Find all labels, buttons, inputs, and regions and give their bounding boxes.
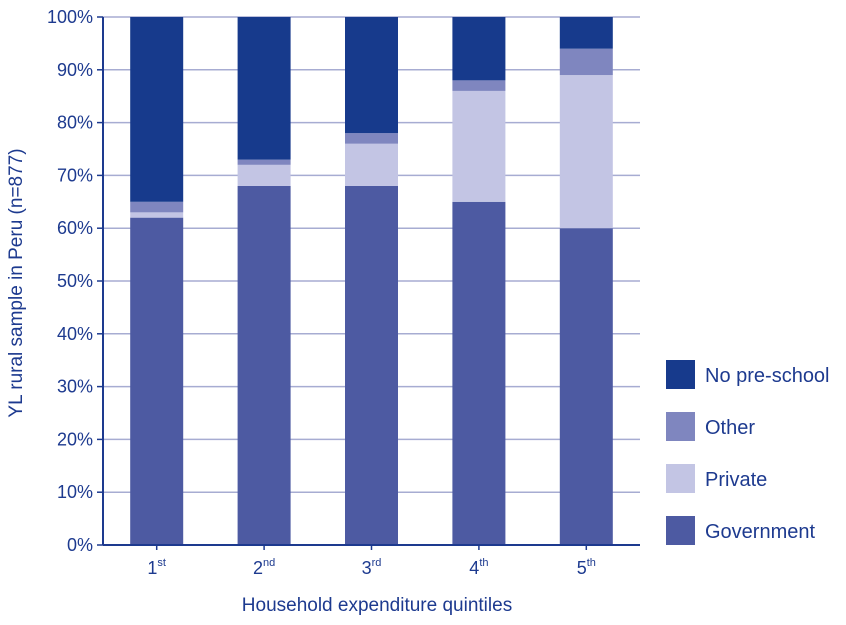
y-tick-label: 30% <box>57 377 93 397</box>
y-tick-label: 0% <box>67 535 93 555</box>
legend-label: Other <box>705 417 755 439</box>
y-tick-label: 100% <box>47 7 93 27</box>
x-tick-label: 5th <box>577 557 596 578</box>
bar-segment-other <box>452 80 506 91</box>
bar-segment-other <box>237 159 291 165</box>
legend-label: No pre-school <box>705 365 830 387</box>
bars <box>130 17 613 546</box>
legend-label: Private <box>705 469 767 491</box>
bar-segment-other <box>130 201 184 213</box>
legend: No pre-school Other Private Government <box>666 360 830 545</box>
bar-segment-other <box>559 48 613 76</box>
bar-segment-private <box>130 212 184 218</box>
bar-segment-private <box>237 164 291 186</box>
y-tick-label: 50% <box>57 271 93 291</box>
y-tick-labels: 0% 10% 20% 30% 40% 50% 60% 70% 80% 90% 100% <box>47 7 93 555</box>
y-tick-label: 40% <box>57 324 93 344</box>
x-tick-label: 2nd <box>253 557 275 578</box>
bar-segment-private <box>452 90 506 202</box>
bar-segment-no-pre-school <box>237 17 291 160</box>
y-tick-label: 90% <box>57 60 93 80</box>
legend-swatch <box>666 360 695 389</box>
bar-segment-government <box>345 185 398 545</box>
y-tick-label: 70% <box>57 165 93 185</box>
bar-segment-other <box>345 133 398 144</box>
bar-segment-no-pre-school <box>559 17 613 49</box>
bar-segment-no-pre-school <box>345 17 398 134</box>
bar-segment-no-pre-school <box>452 17 506 81</box>
legend-swatch <box>666 464 695 493</box>
bar-segment-private <box>345 143 398 186</box>
bar-segment-government <box>452 201 506 546</box>
y-tick-label: 60% <box>57 218 93 238</box>
legend-swatch <box>666 516 695 545</box>
bar-segment-no-pre-school <box>130 17 184 202</box>
x-tick-label: 1st <box>147 557 166 578</box>
y-tick-label: 20% <box>57 429 93 449</box>
legend-label: Government <box>705 521 815 543</box>
x-tick-label: 4th <box>469 557 488 578</box>
y-tick-label: 80% <box>57 113 93 133</box>
x-axis-title: Household expenditure quintiles <box>242 595 512 616</box>
y-axis-title: YL rural sample in Peru (n=877) <box>6 148 27 417</box>
y-tick-label: 10% <box>57 482 93 502</box>
legend-swatch <box>666 412 695 441</box>
x-tick-label: 3rd <box>362 557 382 578</box>
bar-segment-government <box>559 228 613 545</box>
bar-segment-government <box>130 217 184 545</box>
bar-segment-government <box>237 185 291 545</box>
x-tick-labels: 1st 2nd 3rd 4th 5th <box>147 545 596 578</box>
bar-segment-private <box>559 75 613 229</box>
